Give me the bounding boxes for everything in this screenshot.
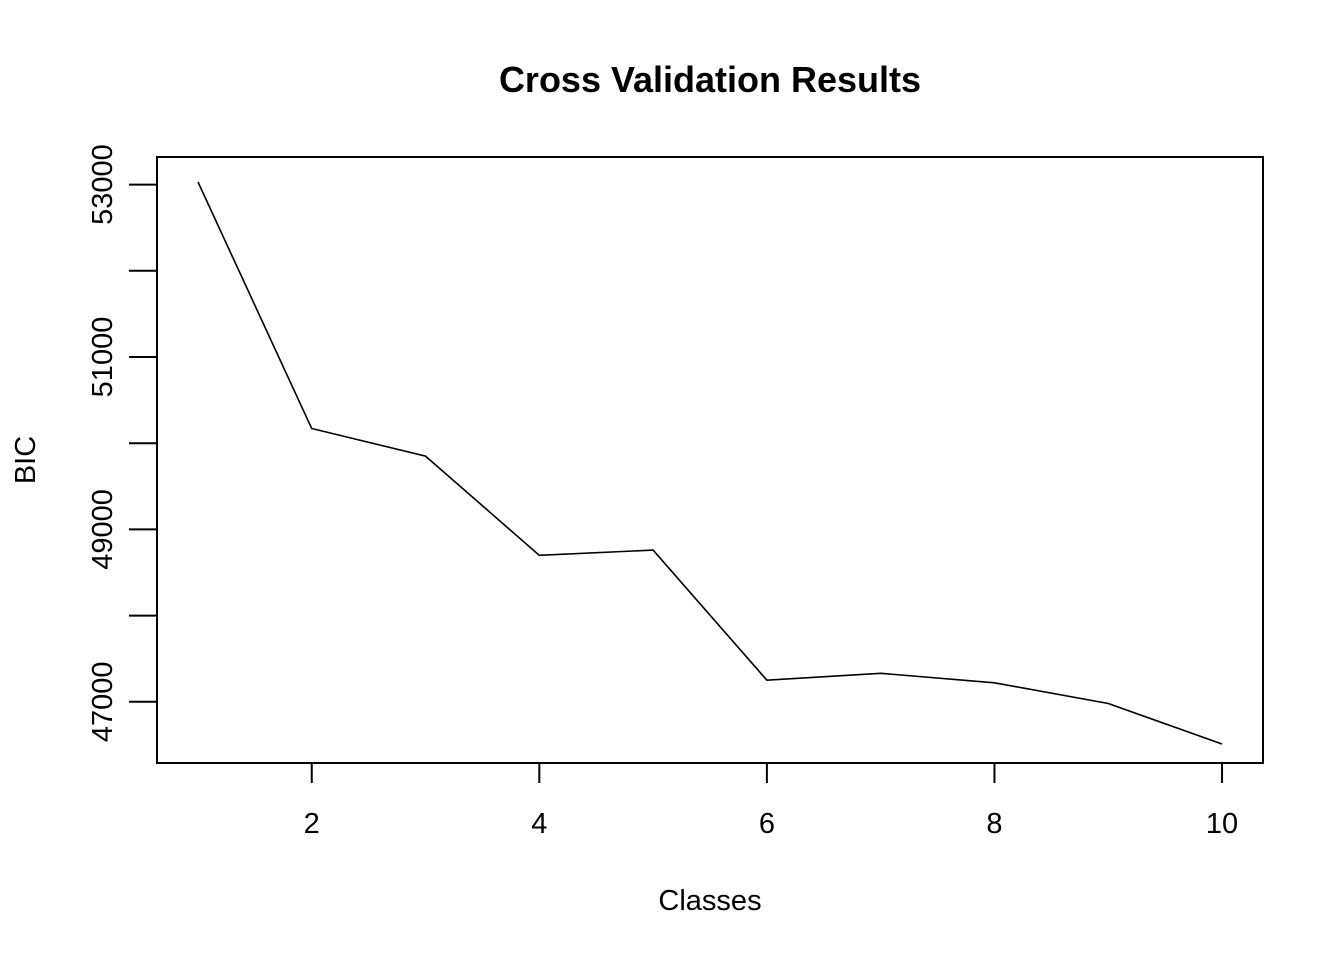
y-axis-label: BIC	[10, 436, 42, 484]
y-tick-label: 49000	[87, 489, 119, 570]
y-tick-label: 51000	[87, 317, 119, 398]
x-tick-label: 4	[531, 808, 547, 840]
x-tick-label: 10	[1206, 808, 1238, 840]
x-tick-label: 8	[986, 808, 1002, 840]
y-tick-label: 47000	[87, 661, 119, 742]
x-axis-label: Classes	[658, 885, 761, 917]
y-tick-label: 53000	[87, 144, 119, 225]
series-line	[197, 181, 1223, 745]
y-axis: 47000 49000 51000 53000	[87, 144, 157, 742]
chart-title: Cross Validation Results	[499, 59, 921, 100]
x-axis: 2 4 6 8 10	[304, 763, 1238, 840]
x-tick-label: 6	[759, 808, 775, 840]
plot-frame	[156, 156, 1264, 764]
x-tick-label: 2	[304, 808, 320, 840]
